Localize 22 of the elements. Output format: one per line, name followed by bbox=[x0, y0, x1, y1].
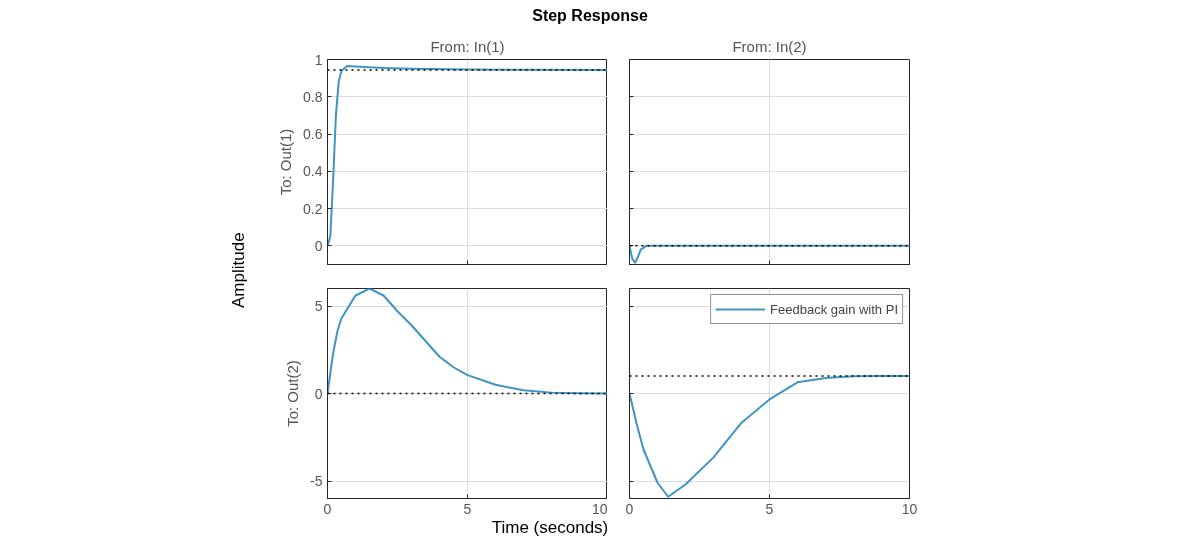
x-tick-label: 5 bbox=[463, 500, 472, 517]
chart-subtitle: From: In(2) bbox=[732, 37, 807, 55]
y-axis-title: To: Out(1) bbox=[277, 128, 295, 196]
y-tick-label: 1 bbox=[314, 51, 323, 68]
y-tick-label: 0.8 bbox=[303, 88, 323, 105]
y-tick-label: 0.2 bbox=[303, 200, 323, 217]
y-tick-label: 0.4 bbox=[303, 163, 323, 180]
text: Amplitude bbox=[228, 232, 249, 308]
x-tick-label: 10 bbox=[591, 500, 608, 517]
y-axis-title: To: Out(2) bbox=[284, 360, 302, 427]
y-tick-label: 0.6 bbox=[303, 126, 323, 143]
y-tick-label: 5 bbox=[314, 298, 323, 314]
legend-label: Feedback gain with PI bbox=[770, 301, 898, 317]
y-tick-label: 0 bbox=[314, 385, 323, 402]
y-tick-label: -5 bbox=[310, 473, 323, 489]
chart-subtitle: From: In(1) bbox=[430, 37, 505, 55]
y-tick-label: 0 bbox=[314, 237, 323, 254]
x-tick-label: 5 bbox=[765, 500, 774, 517]
x-axis-title: Time (seconds) bbox=[491, 517, 609, 539]
chart-title: Step Response bbox=[532, 6, 648, 26]
x-tick-label: 10 bbox=[901, 500, 918, 517]
x-tick-label: 0 bbox=[625, 500, 634, 517]
